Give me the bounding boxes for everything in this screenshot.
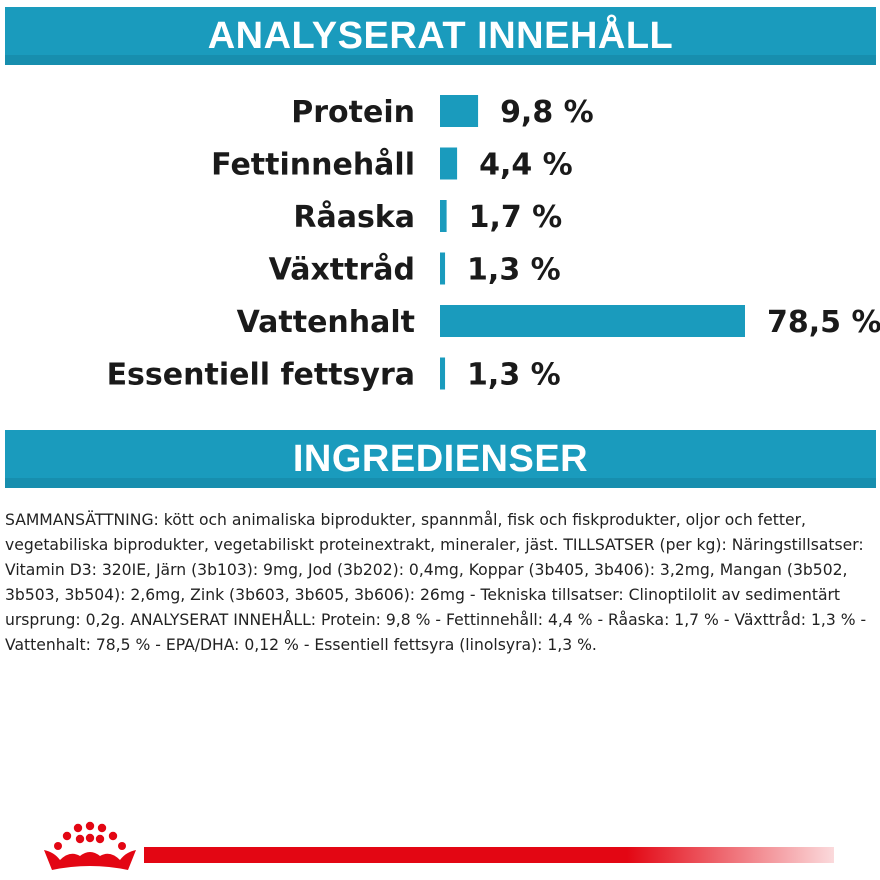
category-label: Protein [291,95,415,130]
value-label: 4,4 % [479,148,573,183]
value-label: 9,8 % [500,95,594,130]
value-label: 1,3 % [467,253,561,288]
bar [440,357,446,390]
royal-canin-crown-icon [44,821,136,870]
bar [440,200,447,232]
nutrient-bar-chart: Protein 9,8 % Fettinnehåll 4,4 % Råaska 1,7 %… [107,95,880,393]
value-label: 1,7 % [469,200,563,235]
ingredients-title: INGREDIENSER [292,437,589,480]
bar [440,95,479,127]
bar [440,252,446,285]
bar [440,147,458,180]
category-label: Råaska [293,199,415,235]
value-label: 1,3 % [467,358,561,393]
ingredients-banner: INGREDIENSER [5,430,876,488]
analysis-title: ANALYSERAT INNEHÅLL [207,14,674,57]
value-label: 78,5 % [767,305,880,340]
category-label: Växttråd [269,252,415,288]
bar [440,305,745,337]
category-label: Essentiell fettsyra [107,358,415,393]
category-label: Vattenhalt [237,305,415,340]
analysis-banner: ANALYSERAT INNEHÅLL [5,7,876,65]
category-label: Fettinnehåll [211,147,415,183]
brand-red-line [144,847,834,863]
ingredients-text: SAMMANSÄTTNING: kött och animaliska bipr… [5,511,867,654]
